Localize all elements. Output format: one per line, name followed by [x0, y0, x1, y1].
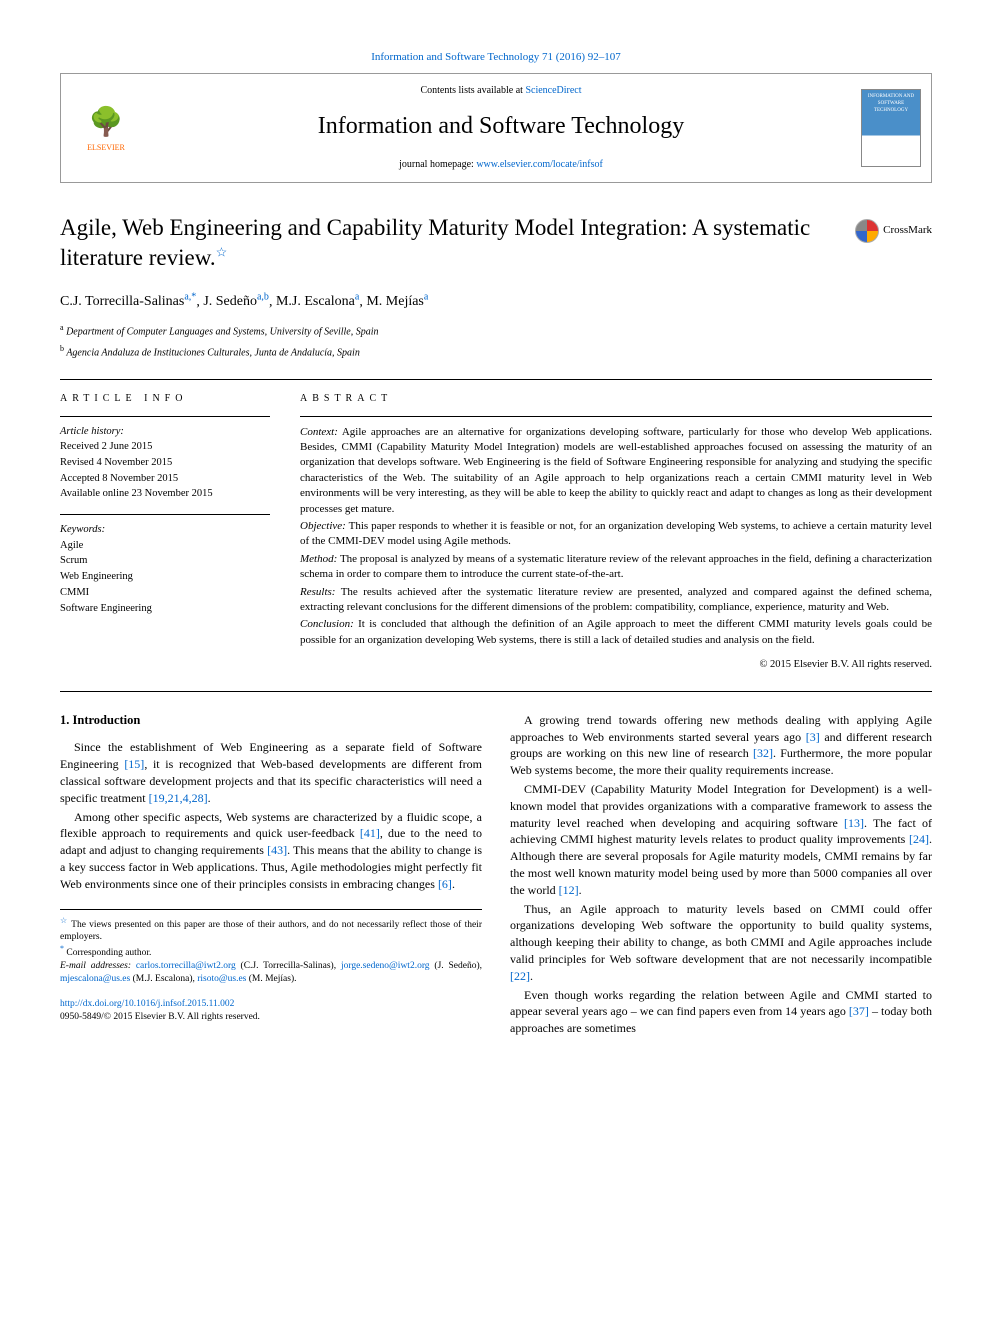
article-info-heading: article info	[60, 392, 270, 406]
right-p1: A growing trend towards offering new met…	[510, 712, 932, 779]
ref-19-21-4-28[interactable]: [19,21,4,28]	[149, 791, 208, 805]
journal-cover: INFORMATION AND SOFTWARE TECHNOLOGY	[851, 74, 931, 182]
elsevier-tree-icon: 🌳	[89, 103, 124, 142]
history-0: Received 2 June 2015	[60, 440, 270, 455]
header-center: Contents lists available at ScienceDirec…	[151, 74, 851, 182]
left-p2: Among other specific aspects, Web system…	[60, 809, 482, 893]
email-0[interactable]: carlos.torrecilla@iwt2.org	[136, 961, 236, 971]
objective-label: Objective:	[300, 520, 346, 532]
title-row: Agile, Web Engineering and Capability Ma…	[60, 213, 932, 273]
right-p4: Even though works regarding the relation…	[510, 987, 932, 1037]
kw-3: CMMI	[60, 586, 270, 601]
ref-37[interactable]: [37]	[849, 1004, 869, 1018]
abstract-copyright: © 2015 Elsevier B.V. All rights reserved…	[300, 658, 932, 673]
intro-heading: 1. Introduction	[60, 712, 482, 730]
page: Information and Software Technology 71 (…	[0, 0, 992, 1079]
ref-41[interactable]: [41]	[360, 826, 380, 840]
ref-3[interactable]: [3]	[806, 730, 820, 744]
email-2[interactable]: mjescalona@us.es	[60, 974, 130, 984]
author-2: M.J. Escalonaa	[276, 294, 359, 309]
cover-thumbnail: INFORMATION AND SOFTWARE TECHNOLOGY	[861, 89, 921, 167]
ref-15[interactable]: [15]	[124, 757, 144, 771]
homepage-line: journal homepage: www.elsevier.com/locat…	[151, 158, 851, 172]
journal-ref-link[interactable]: Information and Software Technology 71 (…	[371, 51, 621, 63]
kw-4: Software Engineering	[60, 602, 270, 617]
elsevier-logo: 🌳 ELSEVIER	[61, 74, 151, 182]
ref-6[interactable]: [6]	[438, 877, 452, 891]
sciencedirect-link[interactable]: ScienceDirect	[525, 85, 581, 96]
authors-line: C.J. Torrecilla-Salinasa,*, J. Sedeñoa,b…	[60, 291, 932, 312]
info-abstract-row: article info Article history: Received 2…	[60, 392, 932, 673]
ref-12[interactable]: [12]	[559, 883, 579, 897]
abstract-column: abstract Context: Agile approaches are a…	[300, 392, 932, 673]
results-text: The results achieved after the systemati…	[300, 586, 932, 613]
left-column: 1. Introduction Since the establishment …	[60, 712, 482, 1039]
right-p2: CMMI-DEV (Capability Maturity Model Inte…	[510, 781, 932, 899]
journal-title: Information and Software Technology	[151, 110, 851, 144]
crossmark-icon	[855, 219, 879, 243]
crossmark-label: CrossMark	[883, 223, 932, 238]
publisher-name: ELSEVIER	[87, 142, 125, 153]
ref-43[interactable]: [43]	[267, 843, 287, 857]
conclusion-text: It is concluded that although the defini…	[300, 618, 932, 645]
ref-32[interactable]: [32]	[753, 746, 773, 760]
left-p1: Since the establishment of Web Engineeri…	[60, 739, 482, 806]
email-3[interactable]: risoto@us.es	[197, 974, 246, 984]
conclusion-label: Conclusion:	[300, 618, 354, 630]
kw-1: Scrum	[60, 554, 270, 569]
rule-bottom	[60, 691, 932, 692]
history-label: Article history:	[60, 426, 124, 437]
rule-top	[60, 379, 932, 380]
contents-prefix: Contents lists available at	[420, 85, 525, 96]
affiliation-a: a Department of Computer Languages and S…	[60, 322, 932, 339]
journal-reference-line: Information and Software Technology 71 (…	[60, 50, 932, 65]
contents-line: Contents lists available at ScienceDirec…	[151, 84, 851, 98]
article-info-column: article info Article history: Received 2…	[60, 392, 270, 673]
right-p3: Thus, an Agile approach to maturity leve…	[510, 901, 932, 985]
right-column: A growing trend towards offering new met…	[510, 712, 932, 1039]
homepage-link[interactable]: www.elsevier.com/locate/infsof	[476, 159, 603, 170]
method-text: The proposal is analyzed by means of a s…	[300, 553, 932, 580]
affiliation-b: b Agencia Andaluza de Instituciones Cult…	[60, 343, 932, 360]
doi-link[interactable]: http://dx.doi.org/10.1016/j.infsof.2015.…	[60, 999, 234, 1009]
crossmark-badge[interactable]: CrossMark	[855, 219, 932, 243]
keywords-block: Keywords: Agile Scrum Web Engineering CM…	[60, 514, 270, 616]
author-3: M. Mejíasa	[366, 294, 428, 309]
ref-24[interactable]: [24]	[909, 832, 929, 846]
keywords-label: Keywords:	[60, 524, 105, 535]
homepage-prefix: journal homepage:	[399, 159, 476, 170]
email-1[interactable]: jorge.sedeno@iwt2.org	[341, 961, 430, 971]
footnotes: ☆ The views presented on this paper are …	[60, 909, 482, 986]
journal-header-box: 🌳 ELSEVIER Contents lists available at S…	[60, 73, 932, 183]
doi-block: http://dx.doi.org/10.1016/j.infsof.2015.…	[60, 998, 482, 1025]
title-footnote-star: ☆	[216, 244, 228, 259]
kw-0: Agile	[60, 539, 270, 554]
article-title-text: Agile, Web Engineering and Capability Ma…	[60, 215, 810, 270]
method-label: Method:	[300, 553, 337, 565]
footnote-star: ☆ The views presented on this paper are …	[60, 916, 482, 945]
kw-2: Web Engineering	[60, 570, 270, 585]
history-2: Accepted 8 November 2015	[60, 472, 270, 487]
author-0: C.J. Torrecilla-Salinasa,*	[60, 294, 196, 309]
abstract-heading: abstract	[300, 392, 932, 406]
article-history-block: Article history: Received 2 June 2015 Re…	[60, 416, 270, 502]
abstract-body: Context: Agile approaches are an alterna…	[300, 416, 932, 673]
ref-13[interactable]: [13]	[844, 816, 864, 830]
history-1: Revised 4 November 2015	[60, 456, 270, 471]
context-text: Agile approaches are an alternative for …	[300, 426, 932, 515]
issn-line: 0950-5849/© 2015 Elsevier B.V. All right…	[60, 1012, 260, 1022]
body-two-columns: 1. Introduction Since the establishment …	[60, 712, 932, 1039]
ref-22[interactable]: [22]	[510, 969, 530, 983]
objective-text: This paper responds to whether it is fea…	[300, 520, 932, 547]
history-3: Available online 23 November 2015	[60, 487, 270, 502]
results-label: Results:	[300, 586, 335, 598]
footnote-emails: E-mail addresses: carlos.torrecilla@iwt2…	[60, 960, 482, 986]
author-1: J. Sedeñoa,b	[203, 294, 269, 309]
footnote-corresponding: * Corresponding author.	[60, 944, 482, 960]
context-label: Context:	[300, 426, 338, 438]
article-title: Agile, Web Engineering and Capability Ma…	[60, 213, 835, 273]
